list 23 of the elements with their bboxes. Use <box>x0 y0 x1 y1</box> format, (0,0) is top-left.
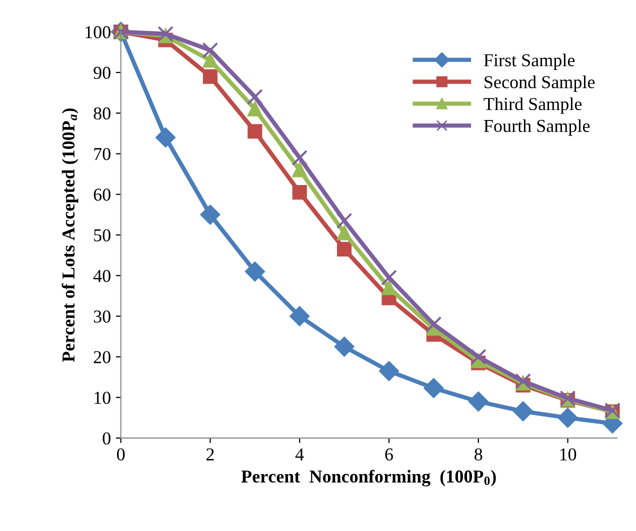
x-tick-label: 6 <box>385 448 393 461</box>
x-tick-label: 10 <box>560 448 576 461</box>
y-tick-label: 10 <box>94 392 110 404</box>
y-tick-label: 50 <box>94 229 110 242</box>
y-tick-label: 0 <box>102 432 110 445</box>
legend-label: Fourth Sample <box>484 119 590 136</box>
y-tick-label: 100 <box>86 26 110 38</box>
y-tick-label: 40 <box>93 270 110 282</box>
x-tick-label: 4 <box>295 448 304 460</box>
x-tick-label: 0 <box>117 448 125 461</box>
y-tick-label: 20 <box>94 351 110 364</box>
x-tick-label: 8 <box>474 448 482 461</box>
x-axis-title: Percent Nonconforming (100P$_{0}$) <box>241 470 496 486</box>
y-axis-title: Percent of Lots Accepted (100P$_{a}$) <box>62 108 78 362</box>
y-tick-label: 60 <box>94 188 110 201</box>
x-tick-label: 2 <box>206 448 214 460</box>
y-tick-label: 70 <box>94 148 110 160</box>
legend-label: First Sample <box>484 54 575 70</box>
legend-label: Third Sample <box>484 97 582 114</box>
y-tick-label: 30 <box>94 310 110 323</box>
legend-label: Second Sample <box>484 76 595 92</box>
y-tick-label: 90 <box>94 66 110 79</box>
y-tick-label: 80 <box>94 107 110 120</box>
